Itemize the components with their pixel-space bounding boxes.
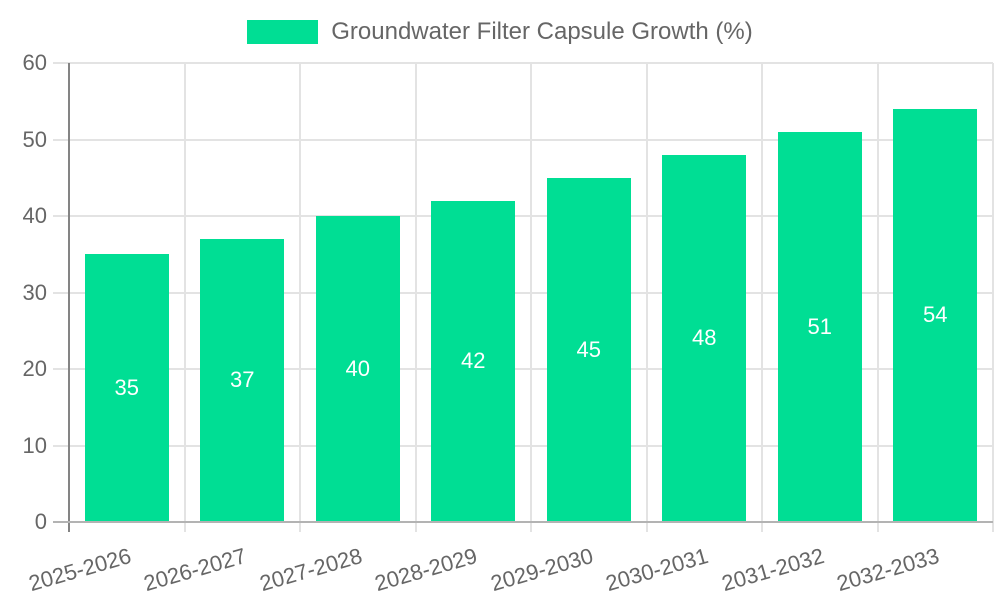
legend[interactable]: Groundwater Filter Capsule Growth (%) [0, 18, 1000, 46]
bar-value-label: 51 [807, 313, 832, 339]
y-tick-label-50: 50 [22, 126, 47, 152]
gridline-y-40 [53, 215, 993, 217]
y-axis-line [68, 63, 70, 532]
plot-area: 35 37 40 42 45 48 51 54 [53, 62, 994, 532]
x-axis-line [53, 521, 993, 523]
bar-value-label: 48 [692, 325, 717, 351]
y-tick-label-60: 60 [22, 50, 47, 75]
bar-2030-2031[interactable]: 48 [662, 154, 747, 522]
bar-2026-2027[interactable]: 37 [200, 238, 285, 522]
gridline-y-60 [53, 62, 993, 64]
bar-value-label: 45 [576, 336, 601, 362]
gridline-y-30 [53, 291, 993, 294]
bar-value-label: 37 [230, 367, 255, 393]
bar-value-label: 35 [114, 375, 139, 401]
gridline-y-50 [53, 138, 993, 141]
bar-2028-2029[interactable]: 42 [431, 200, 516, 522]
bar-value-label: 42 [461, 348, 486, 374]
y-tick-label-40: 40 [22, 203, 47, 228]
gridline-x-1 [183, 63, 186, 532]
bar-value-label: 54 [923, 302, 948, 328]
gridline-x-2 [299, 63, 301, 532]
y-tick-label-20: 20 [22, 356, 47, 381]
bar-2027-2028[interactable]: 40 [315, 216, 400, 522]
gridline-y-20 [53, 368, 993, 370]
gridline-x-5 [645, 63, 648, 532]
bar-2032-2033[interactable]: 54 [893, 108, 978, 522]
bar-2029-2030[interactable]: 45 [546, 177, 631, 522]
y-tick-label-0: 0 [34, 509, 47, 534]
gridline-y-10 [53, 444, 993, 447]
legend-label: Groundwater Filter Capsule Growth (%) [331, 18, 753, 45]
gridline-x-4 [530, 63, 532, 532]
bar-value-label: 40 [345, 356, 370, 381]
bar-2025-2026[interactable]: 35 [84, 254, 169, 522]
y-tick-label-30: 30 [22, 279, 47, 305]
bar-2031-2032[interactable]: 51 [777, 131, 862, 522]
gridline-x-7 [876, 63, 879, 532]
gridline-x-8 [992, 63, 994, 532]
y-tick-label-10: 10 [22, 432, 47, 458]
gridline-x-3 [414, 63, 417, 532]
legend-swatch-icon [247, 20, 319, 44]
gridline-x-6 [761, 63, 763, 532]
